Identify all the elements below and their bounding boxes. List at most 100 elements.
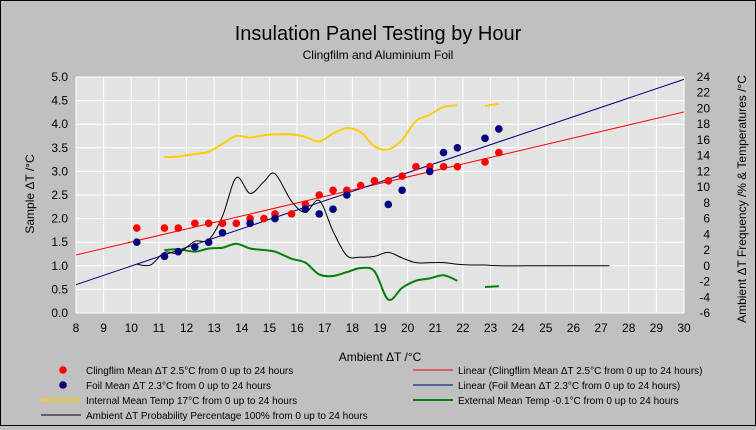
data-point bbox=[160, 252, 169, 261]
series-line bbox=[484, 102, 500, 108]
series-line bbox=[164, 104, 458, 159]
data-point bbox=[191, 243, 199, 251]
data-point bbox=[315, 210, 324, 218]
data-point bbox=[495, 148, 503, 157]
data-point bbox=[439, 162, 448, 171]
data-point bbox=[133, 224, 141, 232]
x-tick-label: 22 bbox=[456, 321, 470, 335]
x-tick-label: 12 bbox=[180, 321, 194, 335]
y2-tick-label: 6 bbox=[703, 212, 710, 226]
y2-tick-label: 10 bbox=[697, 180, 711, 194]
data-point bbox=[174, 224, 183, 232]
data-point bbox=[412, 162, 420, 171]
data-point bbox=[425, 167, 434, 176]
data-point bbox=[287, 210, 296, 218]
y2-tick-label: -6 bbox=[699, 306, 710, 320]
data-point bbox=[439, 148, 448, 157]
y2-tick-label: 4 bbox=[703, 227, 710, 241]
legend-label: Internal Mean Temp 17°C from 0 up to 24 … bbox=[86, 396, 297, 407]
legend-label: External Mean Temp -0.1°C from 0 up to 2… bbox=[458, 396, 679, 407]
y-tick-label: 2.0 bbox=[51, 212, 68, 226]
x-tick-label: 27 bbox=[594, 321, 608, 335]
data-point bbox=[384, 177, 393, 185]
y2-tick-label: 8 bbox=[703, 196, 710, 210]
chart-subtitle: Clingfilm and Aluminium Foil bbox=[303, 48, 454, 62]
legend-label: Clingflim Mean ΔT 2.5°C from 0 up to 24 … bbox=[86, 366, 293, 377]
y-tick-label: 3.0 bbox=[51, 164, 68, 178]
x-tick-label: 30 bbox=[677, 321, 691, 335]
data-point bbox=[260, 214, 268, 223]
data-point bbox=[384, 200, 393, 209]
x-tick-label: 19 bbox=[373, 321, 387, 335]
data-point bbox=[174, 247, 183, 256]
x-tick-label: 24 bbox=[512, 321, 526, 335]
y2-tick-label: 16 bbox=[697, 133, 711, 147]
data-point bbox=[370, 177, 379, 185]
x-tick-label: 14 bbox=[235, 321, 249, 335]
x-tick-label: 10 bbox=[125, 321, 139, 335]
data-point bbox=[481, 158, 489, 166]
y-tick-label: 2.5 bbox=[51, 188, 68, 202]
data-point bbox=[453, 162, 462, 171]
gridlines bbox=[75, 76, 685, 314]
series-layer bbox=[75, 78, 685, 302]
legend-label: Foil Mean ΔT 2.3°C from 0 up to 24 hours bbox=[86, 381, 271, 392]
data-point bbox=[218, 228, 227, 237]
x-tick-label: 15 bbox=[263, 321, 277, 335]
x-tick-label: 25 bbox=[539, 321, 553, 335]
data-point bbox=[204, 238, 213, 246]
y-tick-label: 3.5 bbox=[51, 141, 68, 155]
series-line bbox=[164, 242, 458, 302]
y-axis-label: Sample ΔT /°C bbox=[23, 154, 37, 234]
x-tick-label: 8 bbox=[73, 321, 80, 335]
data-point bbox=[232, 219, 241, 228]
y-tick-label: 4.5 bbox=[51, 94, 68, 108]
x-tick-label: 28 bbox=[622, 321, 636, 335]
x-tick-label: 16 bbox=[290, 321, 304, 335]
data-point bbox=[191, 219, 199, 228]
y-tick-label: 0.0 bbox=[51, 306, 68, 320]
y2-tick-label: 18 bbox=[697, 117, 711, 131]
y2-tick-label: -4 bbox=[699, 290, 710, 304]
data-point bbox=[495, 125, 503, 133]
x-tick-label: 20 bbox=[401, 321, 415, 335]
data-point bbox=[218, 219, 227, 228]
y2-tick-label: 14 bbox=[697, 149, 711, 163]
data-point bbox=[398, 172, 406, 180]
x-tick-label: 21 bbox=[429, 321, 443, 335]
x-tick-label: 11 bbox=[153, 321, 166, 335]
x-tick-label: 18 bbox=[346, 321, 360, 335]
x-tick-labels: 8 9 10 11 12 13 14 15 16 17 18 19 20 21 22 23 24 25 26 27 28… bbox=[73, 321, 691, 335]
data-point bbox=[481, 134, 489, 143]
y2-tick-label: 0 bbox=[703, 259, 710, 273]
y2-tick-label: 20 bbox=[697, 101, 711, 115]
y2-tick-label: 12 bbox=[697, 164, 711, 178]
chart-title: Insulation Panel Testing by Hour bbox=[235, 23, 522, 45]
y2-tick-label: 2 bbox=[703, 243, 710, 257]
legend-label: Linear (Clingflim Mean ΔT 2.5°C from 0 u… bbox=[458, 366, 703, 377]
legend-label: Ambient ΔT Probability Percentage 100% f… bbox=[86, 411, 368, 422]
data-point bbox=[271, 214, 279, 223]
legend: Clingflim Mean ΔT 2.5°C from 0 up to 24 … bbox=[41, 366, 703, 422]
data-point bbox=[301, 205, 310, 213]
x-tick-label: 9 bbox=[100, 321, 107, 335]
legend-label: Linear (Foil Mean ΔT 2.3°C from 0 up to … bbox=[458, 381, 680, 392]
x-tick-label: 13 bbox=[208, 321, 222, 335]
y-tick-labels: 0.0 0.5 1.0 1.5 2.0 2.5 3.0 3.5 4.0 4.5 5.0 bbox=[51, 70, 68, 320]
y2-tick-label: -2 bbox=[699, 275, 710, 289]
x-tick-label: 26 bbox=[567, 321, 581, 335]
legend-marker bbox=[59, 366, 67, 374]
y-tick-label: 1.0 bbox=[51, 259, 68, 273]
data-point bbox=[398, 186, 406, 195]
legend-marker bbox=[59, 381, 67, 389]
y-tick-label: 5.0 bbox=[51, 70, 68, 84]
x-tick-label: 29 bbox=[650, 321, 664, 335]
data-point bbox=[133, 238, 141, 246]
data-point bbox=[343, 191, 351, 199]
data-point bbox=[315, 191, 324, 199]
y2-tick-label: 24 bbox=[697, 70, 711, 84]
x-axis-label: Ambient ΔT /°C bbox=[339, 350, 422, 364]
y2-axis-label: Ambient ΔT Frequency /% & Temperatures /… bbox=[735, 75, 749, 323]
